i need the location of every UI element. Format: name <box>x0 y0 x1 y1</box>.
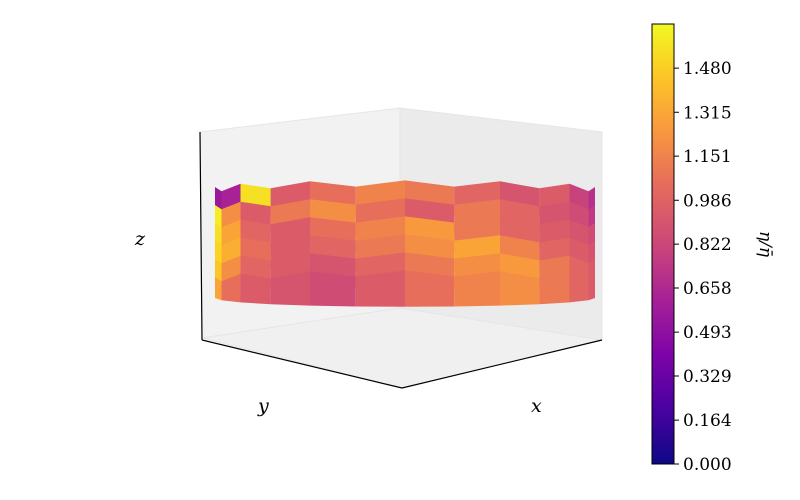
surface-cell <box>588 187 595 211</box>
surface-cell <box>588 241 595 265</box>
surface-layers <box>215 180 595 307</box>
y-axis-label: y <box>257 395 269 417</box>
colorbar-tick-label: 0.658 <box>683 279 732 299</box>
colorbar-tick-label: 0.822 <box>683 235 732 255</box>
x-axis-label: x <box>531 395 542 417</box>
colorbar-ticks: 0.000 0.164 0.329 0.493 0.658 0.822 0.986 1.151… <box>674 59 732 475</box>
surface-cell <box>215 277 222 301</box>
surface-cell <box>215 187 222 211</box>
surface-cell <box>240 273 271 305</box>
colorbar-tick-label: 0.493 <box>683 323 732 343</box>
surface-cell <box>215 205 222 229</box>
x-axis-line <box>401 339 603 389</box>
surface-cell <box>588 205 595 229</box>
colorbar-tick-label: 0.986 <box>683 191 732 211</box>
surface-cell <box>215 223 222 247</box>
colorbar-tick-label: 1.151 <box>683 147 732 167</box>
y-axis-line <box>201 339 403 389</box>
z-axis-line <box>199 131 203 341</box>
colorbar-tick-label: 0.000 <box>683 455 732 475</box>
surface-cell <box>221 273 241 303</box>
surface-cell <box>405 270 455 307</box>
colorbar-tick-label: 0.329 <box>683 367 732 387</box>
surface-cell <box>588 259 595 283</box>
surface-cell <box>588 277 595 301</box>
surface-cell <box>215 259 222 283</box>
colorbar <box>651 23 675 465</box>
colorbar-tick-label: 1.480 <box>683 59 732 79</box>
surface-cell <box>355 270 405 307</box>
surface-cell <box>569 273 589 303</box>
z-axis-label: z <box>134 228 146 250</box>
colorbar-tick-label: 0.164 <box>683 411 732 431</box>
colorbar-tick-label: 1.315 <box>683 103 732 123</box>
surface-cell <box>454 271 500 307</box>
surface-cell <box>588 223 595 247</box>
surface-cell <box>215 241 222 265</box>
surface-cell <box>270 271 310 306</box>
colorbar-label: η/η̄ <box>755 231 775 258</box>
surface-cell <box>500 271 540 306</box>
surface-cell <box>539 273 570 305</box>
surface-cell <box>310 271 356 307</box>
